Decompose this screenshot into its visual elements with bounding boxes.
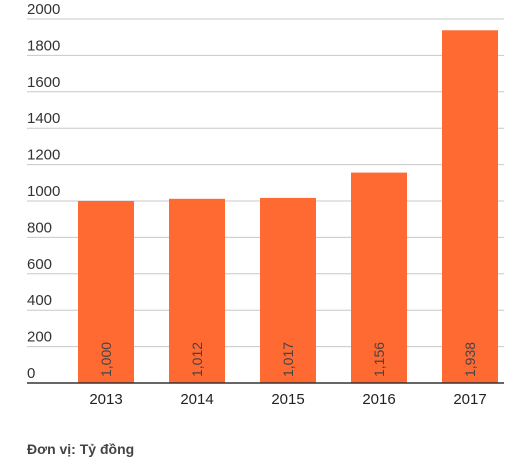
y-tick-label: 0 xyxy=(27,365,35,382)
data-label-2017: 1,938 xyxy=(462,342,478,377)
bar-2017 xyxy=(442,30,498,384)
x-tick-label-2017: 2017 xyxy=(453,391,486,408)
x-tick-label-2014: 2014 xyxy=(180,391,213,408)
x-tick-label-2013: 2013 xyxy=(89,391,122,408)
bar-chart: 1,000 1,012 1,017 1,156 1,938 0 200 400 600 800 1… xyxy=(27,1,504,408)
bar-2016 xyxy=(351,172,407,383)
bars: 1,000 1,012 1,017 1,156 1,938 xyxy=(78,30,498,384)
x-category-labels: 2013 2014 2015 2016 2017 xyxy=(89,391,486,408)
data-label-2013: 1,000 xyxy=(98,342,114,377)
bar-2013 xyxy=(78,201,134,383)
bar-2014 xyxy=(169,198,225,383)
y-tick-label: 800 xyxy=(27,219,52,236)
y-tick-label: 1400 xyxy=(27,110,60,127)
y-tick-label: 1600 xyxy=(27,74,60,91)
y-tick-labels: 0 200 400 600 800 1000 1200 1400 1600 1800 2000 xyxy=(27,1,60,382)
y-tick-label: 400 xyxy=(27,292,52,309)
y-tick-label: 600 xyxy=(27,256,52,273)
data-label-2014: 1,012 xyxy=(189,342,205,377)
x-tick-label-2015: 2015 xyxy=(271,391,304,408)
y-tick-label: 1200 xyxy=(27,147,60,164)
y-tick-label: 1800 xyxy=(27,37,60,54)
x-tick-label-2016: 2016 xyxy=(362,391,395,408)
bar-2015 xyxy=(260,197,316,383)
y-tick-label: 1000 xyxy=(27,183,60,200)
data-label-2016: 1,156 xyxy=(371,342,387,377)
unit-note: Đơn vị: Tỷ đồng xyxy=(27,441,135,457)
y-tick-label: 200 xyxy=(27,329,52,346)
data-label-2015: 1,017 xyxy=(280,342,296,377)
y-tick-label: 2000 xyxy=(27,1,60,18)
